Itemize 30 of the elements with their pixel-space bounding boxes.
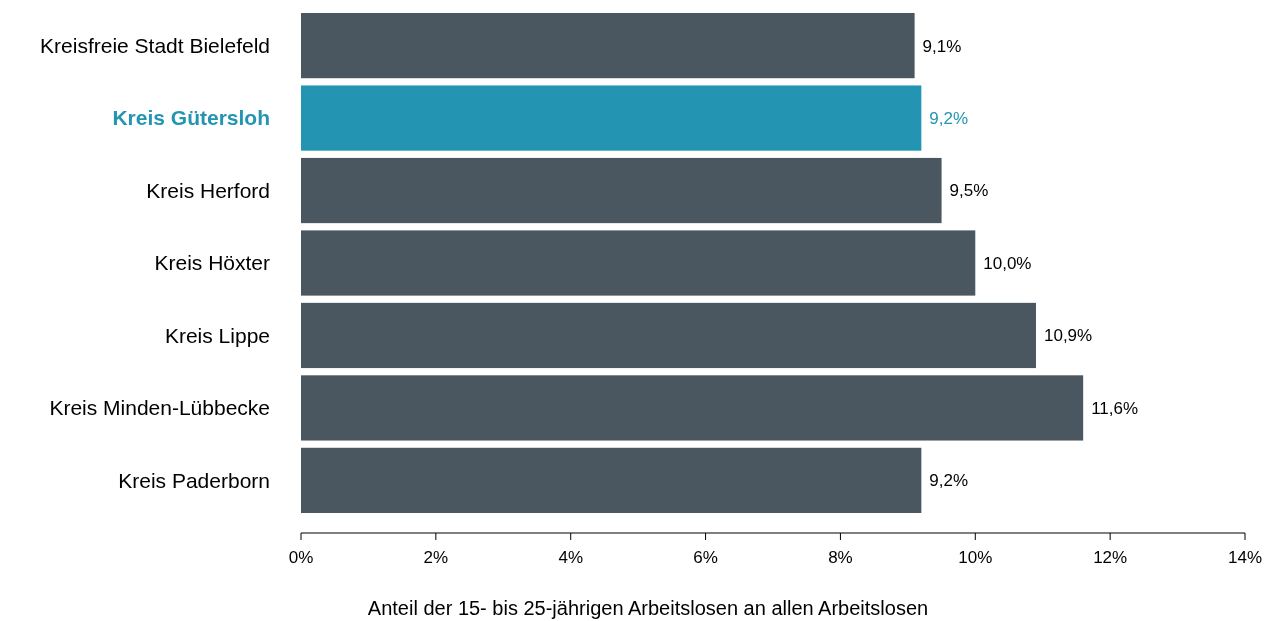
data-label: 11,6% (1091, 398, 1139, 418)
bar (301, 13, 915, 79)
x-axis-title: Anteil der 15- bis 25-jährigen Arbeitslosen an allen Arbeitslosen (367, 597, 929, 619)
y-tick-label: Kreis Höxter (154, 251, 271, 275)
y-tick-label: Kreis Herford (146, 178, 270, 202)
bar (301, 85, 922, 151)
data-label: 10,0% (983, 253, 1032, 273)
y-tick-label: Kreis Gütersloh (112, 106, 270, 130)
y-tick-label: Kreis Lippe (164, 323, 270, 347)
y-tick-label: Kreis Minden-Lübbecke (49, 396, 270, 420)
data-label: 9,1% (922, 36, 962, 56)
x-tick-label: 4% (558, 548, 583, 567)
bar (301, 230, 976, 296)
x-tick-label: 0% (288, 548, 314, 567)
data-label: 9,5% (949, 181, 989, 201)
y-tick-label: Kreis Paderborn (118, 468, 270, 492)
data-label: 10,9% (1043, 326, 1093, 346)
x-tick-label: 2% (423, 548, 449, 567)
bar (301, 447, 922, 513)
bar (301, 302, 1036, 369)
data-label: 9,2% (929, 471, 969, 491)
bar (301, 375, 1084, 441)
bar (301, 157, 942, 224)
x-tick-label: 6% (693, 548, 718, 567)
data-label: 9,2% (929, 109, 969, 129)
y-tick-label: Kreisfreie Stadt Bielefeld (40, 33, 270, 57)
x-tick-label: 10% (958, 548, 993, 567)
x-tick-label: 14% (1227, 548, 1263, 567)
x-tick-label: 12% (1093, 548, 1128, 567)
x-tick-label: 8% (828, 548, 853, 567)
